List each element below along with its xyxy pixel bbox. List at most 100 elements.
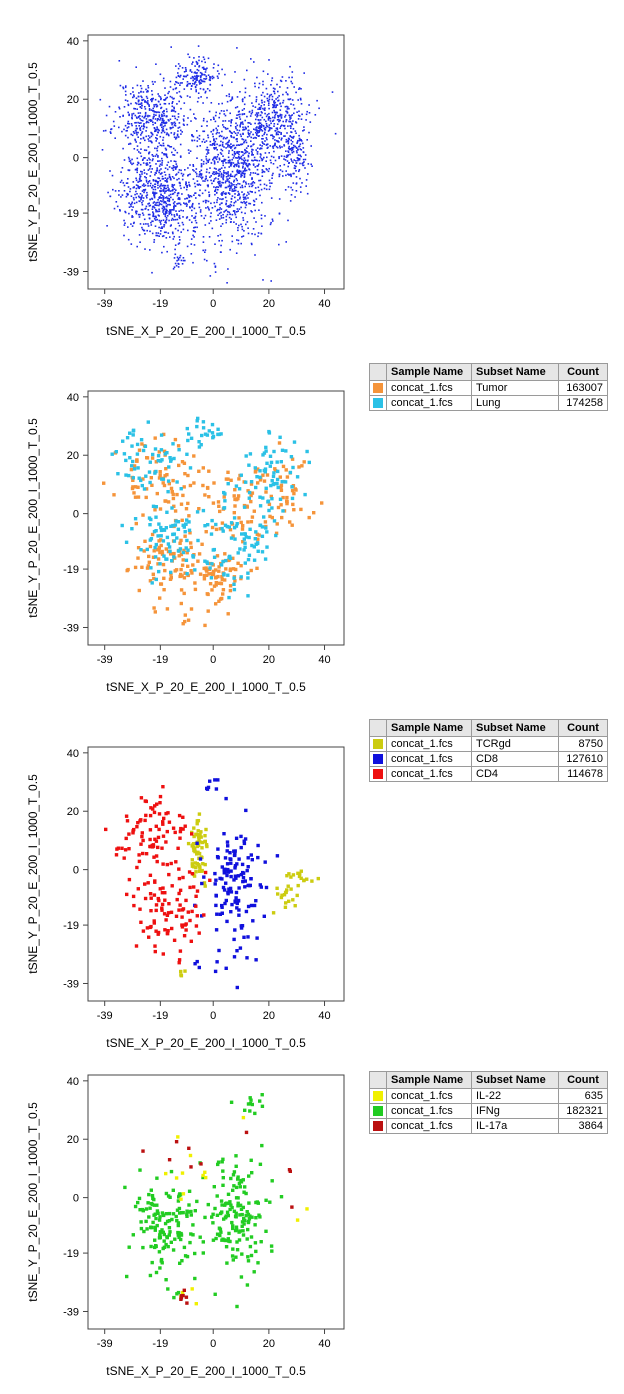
data-point (148, 523, 152, 527)
data-point (228, 205, 230, 207)
data-point (228, 1207, 232, 1212)
data-point (264, 131, 266, 134)
data-point (153, 1245, 157, 1250)
data-point (192, 169, 194, 171)
data-point (133, 132, 136, 134)
data-point (141, 194, 143, 197)
data-point (173, 266, 176, 268)
data-point (254, 254, 256, 256)
data-point (168, 145, 170, 147)
data-point (191, 135, 194, 137)
data-point (158, 177, 161, 180)
plot-frame (87, 1074, 345, 1330)
scatter-plot-2: -39 -19 0 20 4040200-19-39tSNE_X_P_20_E_200_… (26, 390, 345, 694)
data-point (136, 556, 140, 560)
data-point (213, 178, 216, 180)
data-point (236, 163, 238, 166)
data-point (172, 232, 174, 235)
data-point (213, 138, 215, 141)
data-point (245, 956, 249, 960)
data-point (251, 148, 253, 151)
data-point (146, 163, 149, 166)
data-point (178, 90, 181, 93)
data-point (274, 143, 276, 145)
data-point (214, 243, 216, 245)
data-point (210, 220, 212, 222)
data-point (171, 109, 174, 112)
data-point (205, 158, 208, 160)
data-point (128, 114, 130, 117)
data-point (135, 201, 138, 204)
data-point (234, 71, 236, 73)
data-point (153, 880, 157, 884)
data-point (273, 468, 278, 473)
data-point (233, 179, 236, 182)
data-point (272, 137, 274, 140)
data-point (268, 167, 270, 170)
data-point (182, 228, 185, 231)
data-point (272, 449, 276, 454)
data-point (143, 169, 145, 171)
data-point (186, 910, 190, 914)
data-point (186, 83, 189, 86)
data-point (279, 114, 281, 117)
data-point (171, 151, 173, 154)
data-point (260, 534, 265, 538)
data-point (183, 613, 187, 617)
data-point (205, 199, 208, 202)
data-point (234, 126, 237, 128)
data-point (229, 1203, 233, 1207)
data-point (131, 485, 135, 489)
data-point (241, 1178, 245, 1182)
data-point (140, 155, 143, 158)
data-point (229, 1100, 234, 1104)
scatter-plot-3: -39 -19 0 20 4040200-19-39tSNE_X_P_20_E_200_… (26, 746, 345, 1050)
data-point (268, 116, 270, 118)
data-point (166, 490, 170, 494)
data-point (157, 812, 162, 816)
data-point (287, 150, 289, 152)
data-point (263, 128, 266, 131)
data-point (204, 78, 207, 80)
data-point (281, 146, 283, 148)
data-point (208, 566, 212, 570)
data-point (238, 162, 240, 165)
data-point (228, 152, 230, 154)
data-point (175, 81, 177, 83)
data-point (242, 162, 244, 164)
data-point (288, 145, 290, 148)
data-point (216, 1160, 221, 1164)
data-point (149, 119, 152, 121)
data-point (221, 239, 223, 242)
data-point (217, 161, 219, 163)
data-point (162, 219, 165, 221)
data-point (215, 1194, 219, 1198)
data-point (244, 1213, 248, 1218)
data-point (127, 126, 130, 128)
data-point (237, 170, 240, 173)
data-point (192, 178, 195, 180)
data-point (204, 530, 208, 534)
x-tick-label: -39 (97, 298, 113, 310)
data-point (226, 127, 229, 130)
data-point (233, 221, 235, 223)
data-point (211, 182, 213, 185)
data-point (145, 547, 149, 552)
data-point (214, 120, 217, 123)
data-point (138, 125, 140, 127)
data-point (132, 491, 136, 495)
data-point (183, 969, 187, 973)
data-point (253, 128, 255, 130)
data-point (137, 1196, 142, 1201)
data-point (155, 137, 157, 139)
data-point (272, 156, 275, 159)
data-point (223, 552, 227, 556)
data-point (118, 106, 120, 109)
data-point (129, 188, 132, 190)
legend-row: concat_1.fcs IFNg 182321 (369, 1103, 608, 1119)
data-point (287, 154, 289, 156)
data-point (224, 120, 227, 122)
data-point (275, 522, 279, 526)
data-point (196, 79, 198, 81)
data-point (237, 210, 239, 212)
